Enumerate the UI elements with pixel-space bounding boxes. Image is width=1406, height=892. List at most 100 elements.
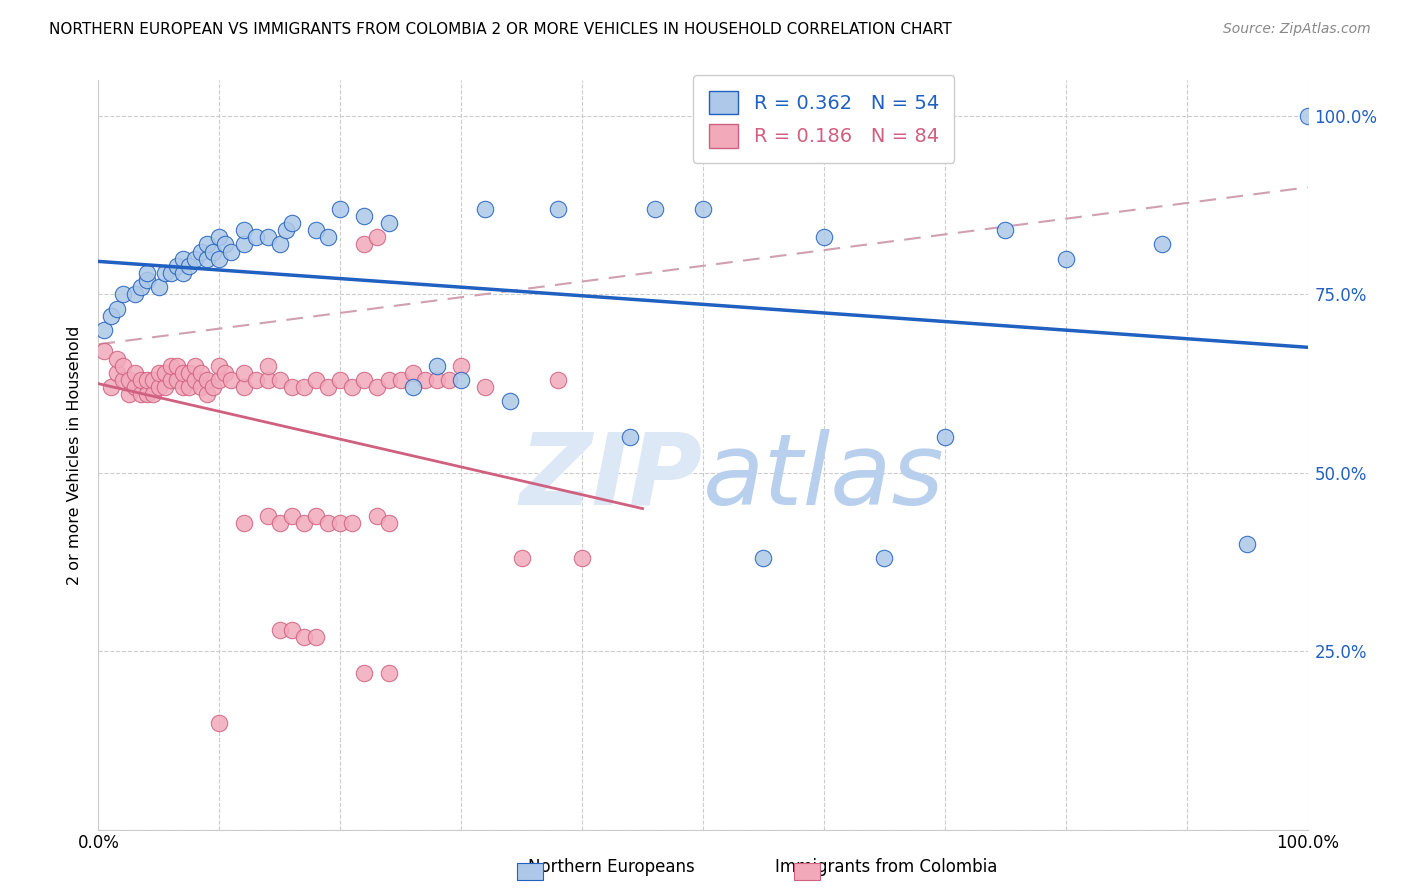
Point [129, 387, 152, 401]
Point [644, 202, 666, 216]
Point [124, 287, 146, 301]
Point [172, 366, 194, 380]
Point [292, 380, 315, 394]
Point [292, 630, 315, 644]
Point [232, 223, 254, 237]
Point [208, 715, 231, 730]
Point [148, 280, 170, 294]
Point [329, 202, 352, 216]
Point [184, 359, 207, 373]
Point [413, 373, 436, 387]
Point [160, 373, 183, 387]
Point [118, 373, 141, 387]
Point [160, 359, 183, 373]
Point [329, 516, 352, 530]
Point [281, 380, 304, 394]
Point [166, 259, 188, 273]
Point [172, 252, 194, 266]
Point [269, 237, 291, 252]
Point [111, 373, 134, 387]
Point [1152, 237, 1174, 252]
Point [389, 373, 412, 387]
Point [93, 323, 115, 337]
Point [377, 516, 399, 530]
Point [292, 516, 315, 530]
Point [366, 508, 388, 523]
Point [232, 380, 254, 394]
Point [195, 373, 218, 387]
Point [153, 380, 176, 394]
Point [208, 373, 231, 387]
Point [274, 223, 297, 237]
Point [179, 366, 201, 380]
Point [402, 366, 425, 380]
Point [166, 373, 188, 387]
Point [281, 623, 304, 637]
Point [135, 266, 157, 280]
Point [353, 237, 375, 252]
Point [437, 373, 460, 387]
Point [269, 516, 291, 530]
Point [232, 237, 254, 252]
Point [232, 516, 254, 530]
Point [195, 252, 218, 266]
Point [269, 373, 291, 387]
Point [813, 230, 835, 244]
Point [1054, 252, 1077, 266]
Point [281, 508, 304, 523]
Point [129, 373, 152, 387]
Point [195, 237, 218, 252]
Point [179, 380, 201, 394]
Point [256, 508, 278, 523]
Point [214, 237, 236, 252]
Point [366, 380, 388, 394]
Point [93, 344, 115, 359]
Text: Northern Europeans: Northern Europeans [529, 858, 695, 876]
Point [184, 252, 207, 266]
Point [111, 359, 134, 373]
Point [353, 665, 375, 680]
Point [118, 387, 141, 401]
Point [135, 273, 157, 287]
Point [692, 202, 714, 216]
Point [256, 359, 278, 373]
Point [208, 359, 231, 373]
Point [547, 373, 569, 387]
Point [124, 380, 146, 394]
Point [214, 366, 236, 380]
Point [353, 209, 375, 223]
Point [190, 380, 212, 394]
Point [366, 230, 388, 244]
Point [100, 309, 122, 323]
Point [1236, 537, 1258, 551]
Point [305, 630, 328, 644]
Point [148, 366, 170, 380]
Point [105, 351, 128, 366]
Point [135, 387, 157, 401]
Point [571, 551, 593, 566]
Point [172, 266, 194, 280]
Point [353, 373, 375, 387]
Point [160, 266, 183, 280]
Point [547, 202, 569, 216]
Point [450, 373, 472, 387]
Point [232, 366, 254, 380]
Point [377, 665, 399, 680]
Point [316, 380, 339, 394]
Point [316, 230, 339, 244]
Point [202, 244, 225, 259]
Y-axis label: 2 or more Vehicles in Household: 2 or more Vehicles in Household [67, 326, 83, 584]
Point [873, 551, 896, 566]
Point [377, 373, 399, 387]
Point [305, 508, 328, 523]
Point [342, 380, 364, 394]
Point [329, 373, 352, 387]
Text: NORTHERN EUROPEAN VS IMMIGRANTS FROM COLOMBIA 2 OR MORE VEHICLES IN HOUSEHOLD CO: NORTHERN EUROPEAN VS IMMIGRANTS FROM COL… [49, 22, 952, 37]
Point [184, 373, 207, 387]
Point [450, 359, 472, 373]
Point [619, 430, 641, 444]
Point [208, 230, 231, 244]
Text: Immigrants from Colombia: Immigrants from Colombia [775, 858, 997, 876]
Point [305, 373, 328, 387]
Point [111, 287, 134, 301]
